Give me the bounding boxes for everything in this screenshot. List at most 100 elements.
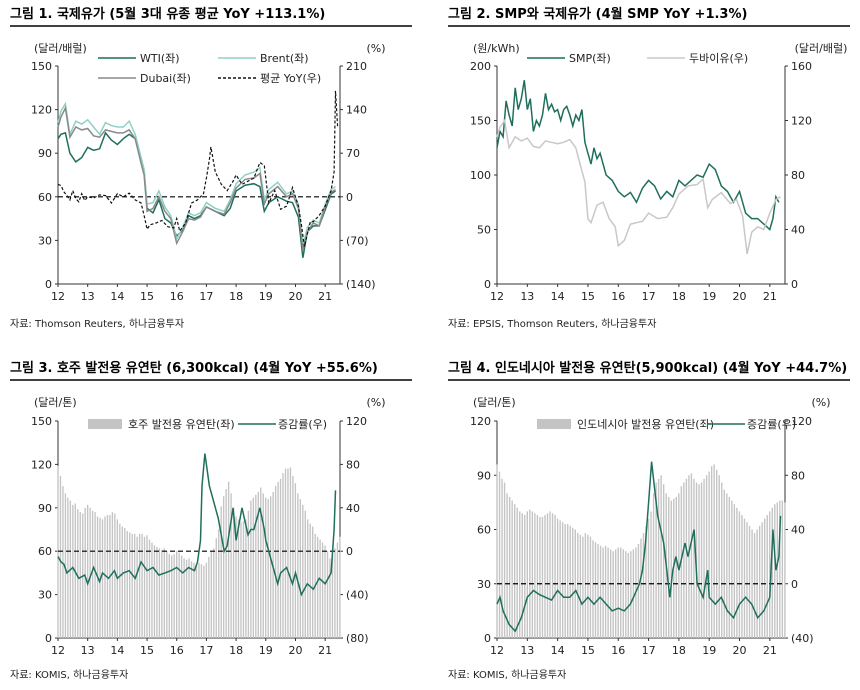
x-tick-label: 13 <box>81 290 95 303</box>
bar <box>166 551 168 638</box>
bar <box>146 535 148 638</box>
bar <box>94 512 96 638</box>
x-tick-label: 21 <box>318 644 332 657</box>
legend-swatch <box>537 419 571 429</box>
x-tick-label: 21 <box>763 290 777 303</box>
bar <box>232 507 235 638</box>
x-tick-label: 20 <box>733 644 747 657</box>
bar <box>529 509 531 638</box>
bar <box>329 558 331 638</box>
right-tick-label: 120 <box>791 415 812 428</box>
bar <box>178 552 180 638</box>
bar <box>64 493 67 638</box>
bar <box>559 520 561 638</box>
left-axis-unit: (달러/톤) <box>473 396 516 409</box>
bar <box>210 551 212 638</box>
bar <box>579 534 582 638</box>
x-tick-label: 15 <box>140 644 154 657</box>
bar <box>758 525 761 638</box>
bar <box>549 511 551 638</box>
bar <box>121 526 123 638</box>
chart-panel-1: 그림 1. 국제유가 (5월 3대 유종 평균 YoY +113.1%) (달러/… <box>10 6 412 330</box>
bar <box>309 523 311 638</box>
x-tick-label: 14 <box>551 644 565 657</box>
bar <box>227 481 230 638</box>
bar <box>668 496 670 638</box>
left-tick-label: 120 <box>31 458 52 471</box>
left-tick-label: 120 <box>31 104 52 117</box>
x-tick-label: 17 <box>642 644 656 657</box>
x-tick-label: 13 <box>520 644 534 657</box>
bar <box>541 516 544 638</box>
right-tick-label: 70 <box>346 147 360 160</box>
bar <box>670 500 672 638</box>
bar <box>126 530 128 638</box>
legend-swatch <box>88 419 122 429</box>
x-tick-label: 14 <box>110 290 124 303</box>
right-tick-label: 0 <box>346 545 353 558</box>
bar <box>213 548 215 638</box>
x-tick-label: 20 <box>288 290 302 303</box>
bar <box>114 513 116 638</box>
chart-title: 그림 2. SMP와 국제유가 (4월 SMP YoY +1.3%) <box>448 6 747 22</box>
right-tick-label: 140 <box>346 104 367 117</box>
legend-label: 증감률(우) <box>278 418 327 431</box>
right-tick-label: (80) <box>346 632 369 645</box>
bar <box>569 525 571 638</box>
bar <box>89 507 91 638</box>
bar <box>743 518 746 638</box>
chart-panel-2: 그림 2. SMP와 국제유가 (4월 SMP YoY +1.3%) (원/kWh… <box>448 6 850 330</box>
legend-label: Brent(좌) <box>260 52 309 65</box>
left-axis-unit: (달러/톤) <box>34 396 77 409</box>
bar <box>678 493 680 638</box>
bar <box>265 497 267 638</box>
bar <box>307 519 309 638</box>
bar <box>556 518 559 638</box>
x-tick-label: 12 <box>51 644 65 657</box>
right-axis-unit: (%) <box>811 396 830 409</box>
bar <box>597 543 599 638</box>
left-tick-label: 30 <box>38 589 52 602</box>
legend-label: 인도네시아 발전용 유연탄(좌) <box>577 418 714 431</box>
bar <box>193 562 195 638</box>
chart-panel-4: 그림 4. 인도네시아 발전용 유연탄(5,900kcal) (4월 YoY +… <box>448 360 850 681</box>
x-tick-label: 15 <box>581 290 595 303</box>
bar <box>498 471 501 638</box>
left-tick-label: 60 <box>38 191 52 204</box>
bar <box>86 504 89 638</box>
left-tick-label: 200 <box>470 60 491 73</box>
bar <box>185 559 188 638</box>
left-tick-label: 30 <box>38 234 52 247</box>
bar <box>746 522 748 638</box>
bar <box>158 548 161 638</box>
legend-label: 평균 YoY(우) <box>260 72 321 85</box>
bar <box>267 499 269 638</box>
bar <box>79 512 81 638</box>
bar <box>582 536 584 638</box>
bar <box>748 525 751 638</box>
legend-label: 호주 발전용 유연탄(좌) <box>128 418 235 431</box>
right-tick-label: 160 <box>791 60 812 73</box>
bar <box>496 464 498 638</box>
bar <box>326 551 329 638</box>
bar <box>642 533 645 638</box>
x-tick-label: 15 <box>581 644 595 657</box>
bar <box>339 536 341 638</box>
bar <box>612 551 614 638</box>
x-tick-label: 13 <box>520 290 534 303</box>
right-tick-label: (40) <box>791 632 814 645</box>
bar <box>508 496 511 638</box>
x-tick-label: 17 <box>199 290 213 303</box>
bar <box>779 500 781 638</box>
bar <box>240 522 242 638</box>
bar <box>104 516 106 638</box>
bar <box>297 493 299 638</box>
series-line-1 <box>496 461 782 633</box>
bar <box>609 549 612 638</box>
left-tick-label: 90 <box>477 469 491 482</box>
bar <box>289 467 292 638</box>
bar <box>675 496 677 638</box>
x-tick-label: 14 <box>110 644 124 657</box>
bar <box>299 499 302 638</box>
bar <box>703 478 705 638</box>
